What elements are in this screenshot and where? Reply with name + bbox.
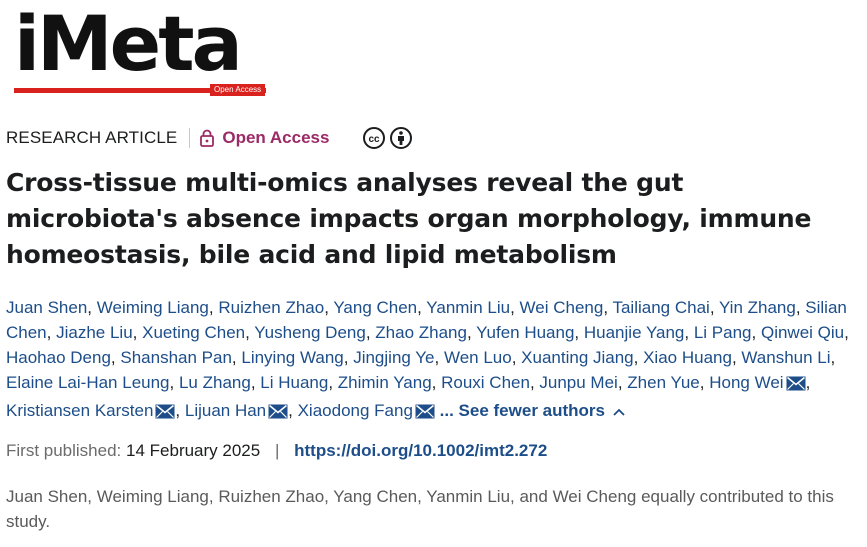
- author-link[interactable]: Jiazhe Liu: [56, 323, 133, 342]
- author-separator: ,: [633, 348, 644, 367]
- envelope-icon[interactable]: [786, 373, 806, 398]
- svg-text:cc: cc: [369, 134, 381, 145]
- author-link[interactable]: Wen Luo: [443, 348, 512, 367]
- author-link[interactable]: Xiao Huang: [643, 348, 732, 367]
- author-link[interactable]: Elaine Lai-Han Leung: [6, 373, 170, 392]
- first-published-date: 14 February 2025: [126, 441, 261, 460]
- author-link[interactable]: Zhao Zhang: [375, 323, 467, 342]
- author-link[interactable]: Yufen Huang: [476, 323, 575, 342]
- author-separator: ,: [751, 323, 761, 342]
- author-separator: ,: [328, 373, 338, 392]
- author-separator: ,: [87, 298, 97, 317]
- see-fewer-authors-toggle[interactable]: ... See fewer authors: [439, 401, 605, 420]
- author-link[interactable]: Shanshan Pan: [120, 348, 232, 367]
- author-link[interactable]: Xueting Chen: [142, 323, 246, 342]
- author-separator: ,: [805, 373, 811, 392]
- author-link[interactable]: Wanshun Li: [741, 348, 831, 367]
- author-separator: ,: [529, 373, 540, 392]
- author-link[interactable]: Juan Shen: [6, 298, 88, 317]
- journal-logo[interactable]: iMeta Open Access: [14, 0, 276, 96]
- envelope-icon[interactable]: [415, 401, 435, 426]
- author-separator: ,: [132, 323, 143, 342]
- author-separator: ,: [245, 323, 255, 342]
- article-title: Cross-tissue multi-omics analyses reveal…: [6, 168, 812, 269]
- author-link[interactable]: Zhimin Yang: [337, 373, 432, 392]
- author-link[interactable]: Zhen Yue: [627, 373, 700, 392]
- open-access-label[interactable]: Open Access: [222, 128, 330, 147]
- creative-commons-icon[interactable]: cc: [363, 127, 386, 149]
- author-link[interactable]: Xiaodong Fang: [297, 401, 413, 420]
- first-published-label: First published:: [6, 441, 122, 460]
- author-link[interactable]: Tailiang Chai: [612, 298, 710, 317]
- author-link[interactable]: Weiming Liang: [96, 298, 209, 317]
- author-link[interactable]: Wei Cheng: [519, 298, 604, 317]
- author-link[interactable]: Lijuan Han: [184, 401, 267, 420]
- author-separator: ,: [466, 323, 477, 342]
- author-separator: ,: [830, 348, 836, 367]
- author-link[interactable]: Li Huang: [260, 373, 329, 392]
- author-separator: ,: [169, 373, 179, 392]
- author-link[interactable]: Yang Chen: [333, 298, 418, 317]
- author-separator: ,: [46, 323, 57, 342]
- logo-underline: [14, 88, 266, 93]
- author-separator: ,: [288, 401, 298, 420]
- author-link[interactable]: Qinwei Qiu: [760, 323, 845, 342]
- author-separator: ,: [343, 348, 354, 367]
- article-type: RESEARCH ARTICLE: [6, 128, 178, 147]
- equal-contribution-note: Juan Shen, Weiming Liang, Ruizhen Zhao, …: [6, 487, 834, 531]
- author-link[interactable]: Lu Zhang: [178, 373, 251, 392]
- author-list: Juan Shen, Weiming Liang, Ruizhen Zhao, …: [6, 295, 864, 426]
- author-link[interactable]: Haohao Deng: [6, 348, 111, 367]
- author-separator: ,: [699, 373, 710, 392]
- license-icons[interactable]: cc: [363, 127, 413, 149]
- attribution-icon[interactable]: [390, 127, 413, 149]
- author-link[interactable]: Ruizhen Zhao: [218, 298, 325, 317]
- author-link[interactable]: Jingjing Ye: [353, 348, 435, 367]
- author-separator: ,: [110, 348, 121, 367]
- author-link[interactable]: Yin Zhang: [718, 298, 796, 317]
- lock-icon: [200, 129, 215, 147]
- article-meta-row: RESEARCH ARTICLE Open Access cc: [6, 126, 413, 150]
- author-separator: ,: [795, 298, 806, 317]
- author-separator: ,: [684, 323, 694, 342]
- author-link[interactable]: Xuanting Jiang: [521, 348, 634, 367]
- author-link[interactable]: Huanjie Yang: [583, 323, 685, 342]
- author-link[interactable]: Yusheng Deng: [254, 323, 366, 342]
- author-link[interactable]: Yanmin Liu: [426, 298, 511, 317]
- author-separator: ,: [709, 298, 719, 317]
- author-separator: ,: [731, 348, 742, 367]
- pubinfo-separator: |: [274, 441, 280, 460]
- author-separator: ,: [365, 323, 376, 342]
- author-separator: ,: [417, 298, 427, 317]
- author-separator: ,: [844, 323, 849, 342]
- doi-link[interactable]: https://doi.org/10.1002/imt2.272: [294, 441, 548, 460]
- author-separator: ,: [175, 401, 185, 420]
- publication-info: First published: 14 February 2025 | http…: [6, 440, 547, 462]
- author-link[interactable]: Silian Chen: [6, 298, 847, 342]
- author-separator: ,: [434, 348, 444, 367]
- envelope-icon[interactable]: [155, 401, 175, 426]
- chevron-up-icon[interactable]: [613, 398, 625, 423]
- author-separator: ,: [511, 348, 522, 367]
- author-separator: ,: [603, 298, 613, 317]
- author-separator: ,: [574, 323, 584, 342]
- envelope-icon[interactable]: [268, 401, 288, 426]
- author-link[interactable]: Linying Wang: [241, 348, 344, 367]
- author-separator: ,: [324, 298, 334, 317]
- author-separator: ,: [250, 373, 261, 392]
- logo-open-access-badge: Open Access: [210, 84, 266, 96]
- author-link[interactable]: Hong Wei: [709, 373, 784, 392]
- meta-divider: [189, 128, 191, 148]
- author-separator: ,: [431, 373, 442, 392]
- author-link[interactable]: Rouxi Chen: [441, 373, 530, 392]
- author-separator: ,: [510, 298, 520, 317]
- logo-wordmark: iMeta: [14, 0, 243, 88]
- author-link[interactable]: Kristiansen Karsten: [6, 401, 154, 420]
- author-link[interactable]: Li Pang: [693, 323, 752, 342]
- author-separator: ,: [208, 298, 219, 317]
- author-separator: ,: [617, 373, 628, 392]
- author-link[interactable]: Junpu Mei: [539, 373, 618, 392]
- author-separator: ,: [231, 348, 242, 367]
